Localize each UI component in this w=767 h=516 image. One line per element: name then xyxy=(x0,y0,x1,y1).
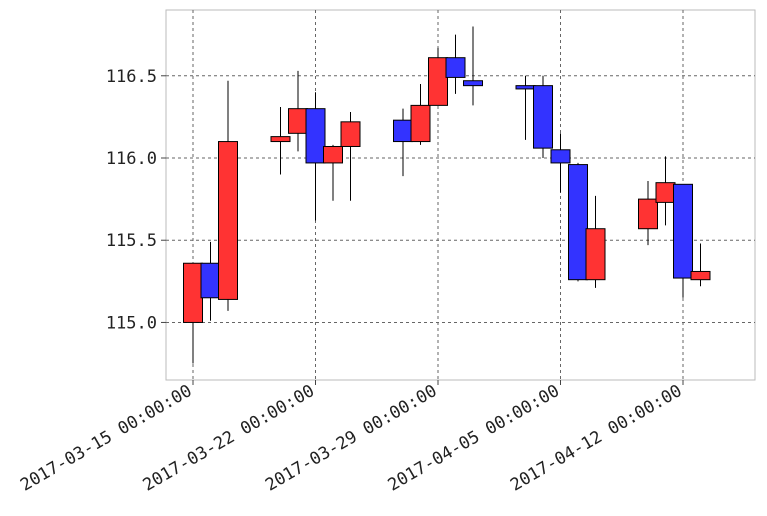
candle xyxy=(638,181,658,246)
candle xyxy=(340,111,361,201)
candle-body-up xyxy=(690,270,711,281)
candle-body-down xyxy=(393,119,413,143)
candle xyxy=(568,162,588,282)
candle xyxy=(270,107,291,175)
candle xyxy=(655,156,676,226)
candle xyxy=(305,92,326,221)
candle xyxy=(218,80,238,311)
candle-body-down xyxy=(568,164,588,281)
candle-body-up xyxy=(288,108,308,134)
candles xyxy=(183,26,711,364)
candle-body-down xyxy=(515,85,536,90)
candle-body-up xyxy=(410,104,431,143)
candle xyxy=(690,243,711,287)
candle xyxy=(463,26,483,106)
candle xyxy=(673,183,693,298)
candle xyxy=(585,195,606,288)
y-axis-ticks: 115.0 115.5 116.0 116.5 xyxy=(106,67,166,333)
candle xyxy=(533,75,553,158)
candle-body-down xyxy=(673,183,693,279)
y-tick-label: 116.5 xyxy=(106,67,157,87)
candle xyxy=(288,70,308,152)
candle xyxy=(445,34,466,94)
candle-body-up xyxy=(585,228,606,281)
candle-body-up xyxy=(340,121,361,147)
candle xyxy=(410,84,431,145)
candle-body-up xyxy=(655,182,676,203)
candle-body-up xyxy=(218,141,238,300)
candle-body-down xyxy=(463,80,483,87)
candle-body-up xyxy=(638,198,658,230)
candle-body-up xyxy=(270,136,291,143)
candle xyxy=(428,47,448,106)
candle-body-up xyxy=(428,57,448,106)
candle xyxy=(393,108,413,177)
y-tick-label: 116.0 xyxy=(106,149,157,169)
candle-body-down xyxy=(305,108,326,164)
y-tick-label: 115.0 xyxy=(106,313,157,333)
candle-body-down xyxy=(550,149,571,164)
candle-body-up xyxy=(183,262,203,323)
candle-body-down xyxy=(200,262,221,299)
candle xyxy=(550,133,571,193)
candle-body-up xyxy=(323,145,343,164)
candle-body-down xyxy=(533,85,553,149)
candle xyxy=(323,144,343,201)
candle-body-down xyxy=(445,57,466,78)
y-tick-label: 115.5 xyxy=(106,231,157,251)
